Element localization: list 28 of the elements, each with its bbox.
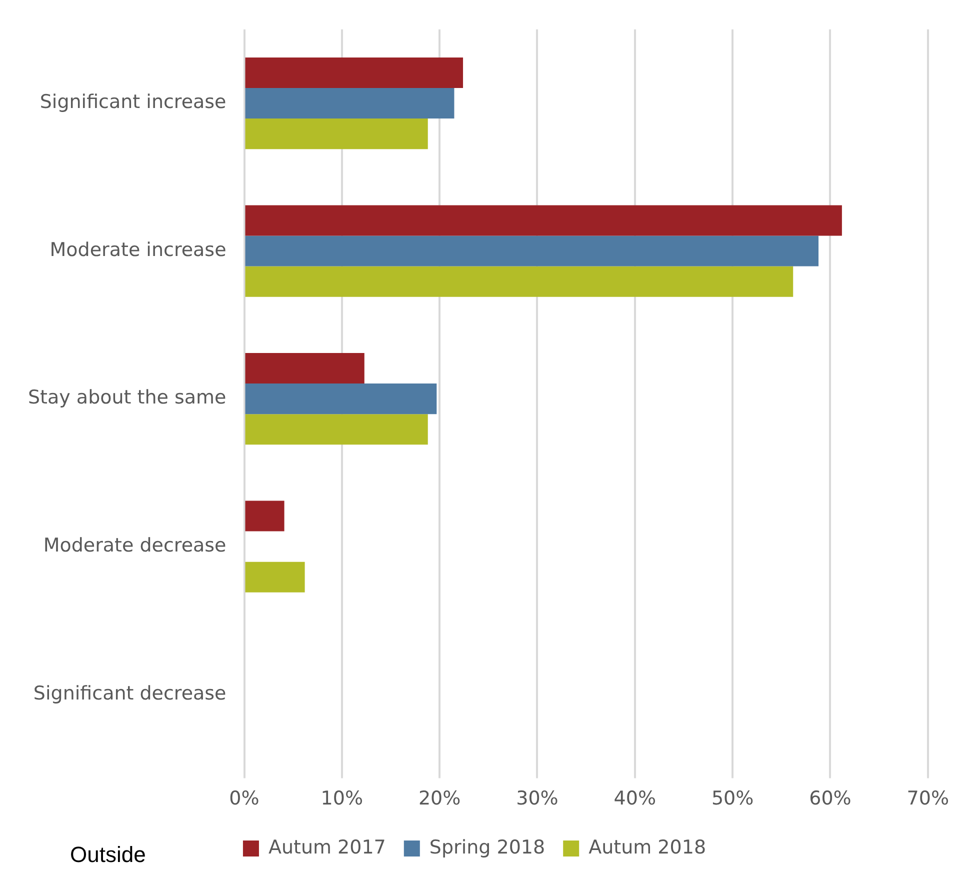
- bar: [245, 266, 794, 297]
- x-tick-label: 50%: [711, 788, 754, 810]
- bar: [245, 384, 437, 414]
- y-tick-label: Significant increase: [40, 91, 226, 114]
- y-tick-label: Stay about the same: [28, 386, 226, 409]
- x-tick-label: 40%: [614, 788, 656, 810]
- y-tick-label: Significant decrease: [33, 682, 226, 704]
- bar: [245, 352, 364, 384]
- bar: [245, 57, 464, 88]
- legend-label: Autum 2018: [588, 836, 706, 858]
- bar: [245, 205, 842, 236]
- bar: [245, 118, 428, 150]
- x-tick-label: 10%: [320, 788, 364, 810]
- bar: [245, 88, 454, 119]
- bar: [245, 236, 819, 266]
- x-tick-label: 70%: [906, 788, 949, 810]
- y-tick-label: Moderate increase: [50, 238, 226, 261]
- x-tick-label: 0%: [229, 788, 260, 810]
- legend-label: Autum 2017: [268, 836, 386, 858]
- x-tick-label: 60%: [809, 788, 852, 810]
- x-tick-label: 30%: [516, 788, 558, 810]
- bar: [245, 562, 305, 592]
- text: Outside: [70, 842, 146, 867]
- legend-label: Spring 2018: [429, 836, 546, 858]
- y-tick-label: Moderate decrease: [43, 534, 226, 556]
- bar: [245, 414, 428, 445]
- bar: [245, 500, 284, 532]
- x-tick-label: 20%: [418, 788, 461, 810]
